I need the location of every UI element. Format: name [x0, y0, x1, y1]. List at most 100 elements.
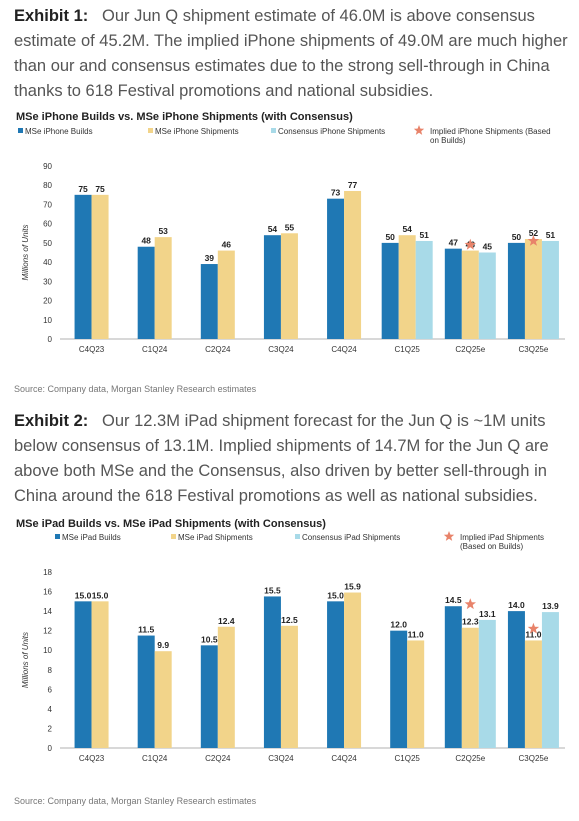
x-tick-label: C1Q25: [395, 754, 421, 763]
chart2-ipad: MSe iPad Builds MSe iPad Shipments Consens…: [21, 531, 565, 763]
data-label-builds: 11.5: [138, 625, 154, 635]
implied-star-marker: [464, 598, 476, 610]
implied-star-marker: [527, 622, 540, 634]
implied-star-marker: [464, 238, 476, 250]
exhibit2-label: Exhibit 2:: [14, 412, 89, 430]
bar-consensus: [478, 252, 496, 339]
x-tick-label: C4Q24: [331, 345, 357, 354]
x-tick-label: C3Q24: [268, 345, 294, 354]
exhibit2-text: Our 12.3M iPad shipment forecast for the…: [14, 412, 549, 505]
legend-swatch-builds: [55, 534, 60, 539]
bar-builds: [200, 264, 218, 339]
data-label-builds: 47: [449, 238, 459, 248]
legend-swatch-shipments: [171, 534, 176, 539]
bar-builds: [137, 635, 155, 748]
x-tick-label: C3Q25e: [519, 754, 549, 763]
chart2-source: Source: Company data, Morgan Stanley Res…: [14, 796, 257, 806]
bar-shipments: [280, 233, 298, 339]
bar-builds: [381, 242, 399, 339]
x-tick-label: C2Q24: [205, 754, 231, 763]
bar-consensus: [541, 240, 559, 339]
x-tick-label: C1Q24: [142, 345, 168, 354]
legend-label-builds: MSe iPhone Builds: [25, 127, 93, 136]
legend-swatch-implied-star: [443, 531, 455, 541]
y-tick-label: 12: [43, 627, 52, 636]
y-tick-label: 18: [43, 568, 52, 577]
y-tick-label: 14: [43, 607, 52, 616]
bar-shipments: [154, 651, 172, 748]
chart1-source: Source: Company data, Morgan Stanley Res…: [14, 384, 257, 394]
legend-swatch-consensus: [271, 128, 276, 133]
y-tick-label: 6: [48, 685, 53, 694]
bar-shipments: [91, 194, 109, 339]
data-label-builds: 15.0: [75, 590, 92, 600]
y-tick-label: 60: [43, 220, 52, 229]
bar-builds: [74, 194, 92, 339]
y-tick-label: 4: [48, 705, 53, 714]
y-tick-label: 0: [48, 335, 53, 344]
data-label-builds: 14.0: [508, 600, 525, 610]
data-label-shipments: 54: [402, 224, 412, 234]
bar-consensus: [541, 612, 559, 748]
bar-shipments: [461, 250, 479, 339]
x-tick-label: C3Q24: [268, 754, 294, 763]
y-tick-label: 10: [43, 316, 52, 325]
implied-star-marker: [527, 235, 540, 246]
bar-builds: [137, 246, 155, 339]
legend-label-shipments: MSe iPhone Shipments: [155, 127, 239, 136]
data-label-shipments: 55: [285, 222, 295, 232]
exhibit1-text: Our Jun Q shipment estimate of 46.0M is …: [14, 7, 568, 100]
x-tick-label: C2Q24: [205, 345, 231, 354]
bar-builds: [390, 630, 408, 748]
data-label-shipments: 53: [158, 226, 168, 236]
legend-label-implied: Implied iPad Shipments: [460, 533, 544, 542]
x-tick-label: C4Q23: [79, 754, 105, 763]
bar-shipments: [154, 237, 172, 339]
bar-shipments: [344, 592, 362, 748]
y-tick-label: 80: [43, 181, 52, 190]
bar-shipments: [407, 640, 425, 748]
y-tick-label: 20: [43, 297, 52, 306]
data-label-builds: 10.5: [201, 634, 218, 644]
legend-swatch-builds: [18, 128, 23, 133]
y-tick-label: 2: [48, 724, 53, 733]
data-label-builds: 39: [205, 253, 215, 263]
legend-label-consensus: Consensus iPhone Shipments: [278, 127, 385, 136]
data-label-consensus: 13.1: [479, 609, 496, 619]
bar-shipments: [280, 625, 298, 748]
data-label-builds: 75: [78, 184, 88, 194]
data-label-shipments: 75: [95, 184, 105, 194]
bar-builds: [507, 242, 525, 339]
data-label-consensus: 45: [483, 242, 493, 252]
data-label-builds: 15.5: [264, 585, 281, 595]
data-label-consensus: 13.9: [542, 601, 559, 611]
y-tick-label: 30: [43, 277, 52, 286]
legend-label-consensus: Consensus iPad Shipments: [302, 533, 400, 542]
x-tick-label: C4Q24: [331, 754, 357, 763]
y-tick-label: 0: [48, 744, 53, 753]
bar-shipments: [461, 627, 479, 748]
chart1-iphone: MSe iPhone Builds MSe iPhone Shipments Con…: [18, 125, 565, 354]
bar-builds: [263, 596, 281, 748]
bar-shipments: [524, 640, 542, 748]
bar-shipments: [344, 190, 362, 339]
y-tick-label: 70: [43, 200, 52, 209]
y-axis-label: Millions of Units: [21, 224, 30, 280]
chart1-title: MSe iPhone Builds vs. MSe iPhone Shipmen…: [16, 111, 353, 123]
data-label-builds: 73: [331, 188, 341, 198]
data-label-builds: 14.5: [445, 595, 462, 605]
bar-builds: [444, 606, 462, 748]
legend-label-implied-line2: on Builds): [430, 136, 466, 145]
x-tick-label: C2Q25e: [455, 345, 485, 354]
data-label-consensus: 51: [419, 230, 429, 240]
bar-builds: [200, 645, 218, 748]
data-label-shipments: 12.3: [462, 617, 479, 627]
exhibit1-paragraph: Exhibit 1: Our Jun Q shipment estimate o…: [14, 4, 570, 104]
exhibit1-label: Exhibit 1:: [14, 7, 89, 25]
data-label-builds: 15.0: [327, 590, 344, 600]
y-tick-label: 40: [43, 258, 52, 267]
legend-swatch-implied-star: [413, 125, 425, 135]
bar-consensus: [415, 240, 433, 339]
data-label-shipments: 77: [348, 180, 358, 190]
bar-builds: [327, 601, 345, 748]
